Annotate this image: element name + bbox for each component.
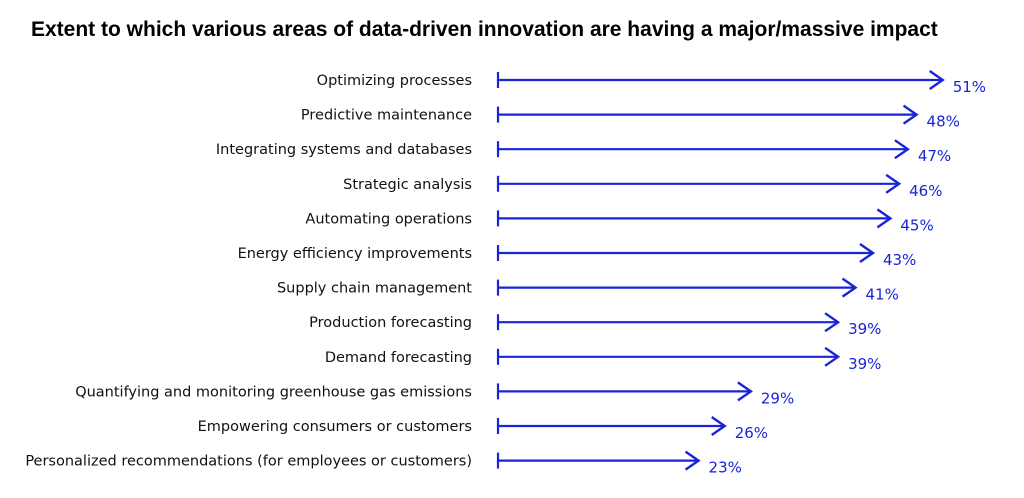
value-label: 46% [909,182,942,200]
category-label: Predictive maintenance [301,108,472,124]
bar-arrowhead [894,139,910,160]
bar-arrowhead [902,104,919,125]
category-label: Strategic analysis [343,177,472,193]
value-label: 43% [883,251,916,269]
value-label: 48% [927,113,960,131]
bar-arrowhead [711,416,727,436]
value-label: 41% [866,286,899,304]
category-label: Production forecasting [309,315,472,331]
bar-arrowhead [824,312,841,333]
category-label: Automating operations [305,211,472,227]
value-label: 45% [900,216,933,234]
category-label: Energy efficiency improvements [238,246,472,262]
value-label: 39% [848,320,881,338]
value-label: 29% [761,389,794,407]
category-label: Quantifying and monitoring greenhouse ga… [75,384,472,400]
bar-arrowhead [929,70,945,90]
category-label: Personalized recommendations (for employ… [25,454,472,470]
category-label: Integrating systems and databases [216,142,472,158]
value-label: 23% [709,459,742,477]
value-label: 51% [953,78,986,96]
value-label: 47% [918,147,951,165]
category-label: Optimizing processes [317,73,472,89]
bar-arrowhead [885,173,902,194]
bar-arrowhead [684,450,701,471]
bar-arrowhead [841,277,858,298]
category-label: Empowering consumers or customers [198,419,472,435]
value-label: 26% [735,424,768,442]
category-label: Demand forecasting [325,350,472,366]
value-label: 39% [848,355,881,373]
bar-arrowhead [737,381,753,402]
bar-arrowhead [824,346,841,367]
category-label: Supply chain management [277,281,472,297]
bar-arrowhead [859,243,876,263]
chart-title: Extent to which various areas of data-dr… [31,18,938,41]
bar-arrowhead [876,208,893,229]
